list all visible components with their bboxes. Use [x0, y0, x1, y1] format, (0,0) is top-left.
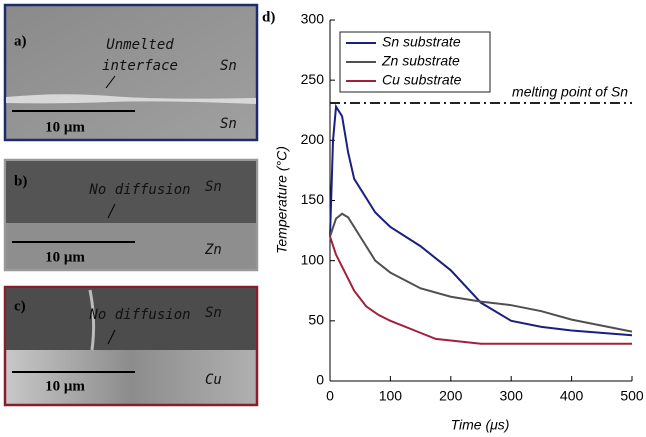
arrow: [107, 329, 116, 345]
y-tick-label: 50: [308, 312, 324, 328]
annotation: Unmelted: [106, 37, 174, 53]
panel-b: b) No diffusion Sn Zn 10 μm: [3, 158, 259, 272]
material: Sn: [220, 116, 237, 132]
upper-layer: [6, 161, 256, 223]
micrograph: [3, 3, 259, 142]
legend-label: Cu substrate: [382, 72, 462, 88]
annotation: No diffusion: [88, 182, 190, 198]
series-line: [329, 103, 633, 337]
series-line: [329, 236, 632, 345]
upper-layer: [6, 288, 256, 350]
material: Sn: [205, 179, 222, 195]
x-tick-label: 300: [500, 388, 524, 404]
arrow: [105, 75, 116, 89]
material: Sn: [205, 305, 222, 321]
arrow: [107, 203, 116, 219]
material: Cu: [205, 372, 222, 388]
material: Zn: [204, 242, 222, 258]
scale-label: 10 μm: [45, 378, 85, 394]
panel-label: c): [14, 298, 26, 314]
x-tick-label: 500: [620, 388, 644, 404]
crack: [88, 289, 96, 351]
x-axis-label: Time (μs): [451, 417, 510, 433]
panel-label: b): [14, 173, 27, 189]
panel-c: c) No diffusion Sn Cu 10 μm: [3, 285, 259, 407]
series-line: [329, 212, 633, 333]
legend-label: Zn substrate: [381, 53, 460, 69]
x-tick-label: 200: [439, 388, 463, 404]
annotation: No diffusion: [88, 307, 190, 323]
scale-label: 10 μm: [45, 249, 85, 265]
panel-label: a): [14, 33, 27, 49]
y-tick-label: 100: [301, 251, 325, 267]
annotation: interface: [102, 58, 178, 74]
scale-label: 10 μm: [45, 119, 85, 135]
interface-band: [6, 94, 256, 104]
x-tick-label: 400: [560, 388, 584, 404]
panel-a: a) Unmelted interface Sn Sn 10 μm: [3, 3, 259, 142]
y-tick-label: 0: [316, 372, 324, 388]
panel-label: d): [262, 9, 275, 25]
x-tick-label: 100: [379, 388, 403, 404]
material: Sn: [220, 58, 237, 74]
y-tick-label: 200: [301, 131, 325, 147]
y-tick-label: 150: [301, 191, 325, 207]
y-axis-label: Temperature (°C): [274, 146, 290, 254]
x-tick-label: 0: [326, 388, 334, 404]
y-tick-label: 300: [301, 11, 325, 27]
annotation: melting point of Sn: [512, 84, 628, 100]
legend-label: Sn substrate: [382, 34, 461, 50]
y-tick-label: 250: [301, 71, 325, 87]
